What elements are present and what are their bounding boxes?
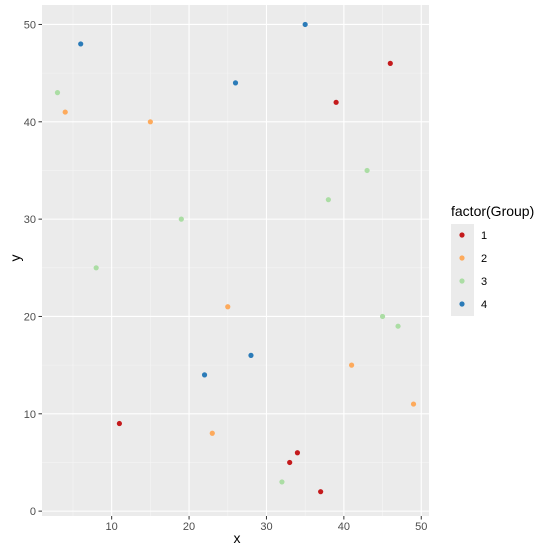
y-tick-label: 0	[30, 506, 36, 518]
x-axis: 10 20 30 40 50	[106, 516, 427, 533]
y-axis-title: y	[7, 255, 23, 262]
data-point-group-4	[248, 352, 254, 358]
legend-key-background	[451, 224, 474, 316]
data-point-group-3	[325, 197, 331, 203]
data-point-group-3	[93, 265, 99, 271]
data-point-group-4	[302, 21, 308, 28]
x-tick-label: 30	[260, 521, 272, 533]
data-point-group-1	[333, 99, 339, 105]
data-point-group-4	[232, 80, 239, 86]
x-axis-title: x	[234, 530, 241, 546]
data-point-group-1	[116, 420, 122, 427]
data-point-group-1	[294, 450, 301, 456]
minor-gridlines	[42, 5, 429, 516]
x-tick-label: 40	[338, 521, 350, 533]
legend-key-group-1	[459, 232, 465, 238]
data-point-group-3	[178, 216, 184, 222]
legend-label-group-3: 3	[481, 276, 487, 288]
data-point-group-2	[225, 304, 231, 310]
data-point-group-3	[395, 323, 401, 329]
data-point-group-4	[201, 372, 208, 378]
data-point-group-2	[410, 401, 417, 407]
data-point-group-3	[279, 479, 285, 485]
y-axis: 0 10 20 30 40 50	[24, 19, 42, 518]
y-tick-label: 20	[24, 311, 36, 323]
plot-panel	[42, 5, 429, 516]
data-point-group-3	[54, 90, 61, 96]
x-tick-label: 10	[106, 521, 118, 533]
legend-title: factor(Group)	[451, 203, 534, 219]
data-point-group-1	[287, 459, 293, 466]
data-point-group-3	[364, 167, 370, 174]
data-point-group-1	[387, 60, 393, 66]
y-tick-label: 50	[24, 19, 36, 31]
legend-label-group-4: 4	[481, 299, 487, 311]
y-tick-label: 40	[24, 117, 36, 129]
legend-label-group-2: 2	[481, 253, 487, 265]
data-point-group-2	[349, 362, 355, 368]
data-point-group-2	[62, 109, 68, 115]
data-point-group-3	[379, 313, 386, 320]
legend-items: 1 2 3 4	[459, 230, 487, 311]
legend-label-group-1: 1	[481, 230, 487, 242]
data-point-group-2	[147, 119, 153, 125]
y-tick-label: 30	[24, 214, 36, 226]
data-point-group-4	[78, 41, 84, 47]
x-tick-label: 20	[183, 521, 195, 533]
data-point-group-2	[209, 430, 215, 436]
legend-key-group-4	[459, 301, 465, 307]
data-points	[54, 21, 417, 495]
x-tick-label: 50	[415, 521, 427, 533]
legend-key-group-2	[459, 255, 465, 261]
y-tick-label: 10	[24, 409, 36, 421]
major-gridlines	[42, 5, 429, 516]
data-point-group-1	[318, 489, 324, 495]
legend-key-group-3	[459, 278, 465, 284]
legend: factor(Group) 1 2 3 4	[451, 203, 534, 316]
